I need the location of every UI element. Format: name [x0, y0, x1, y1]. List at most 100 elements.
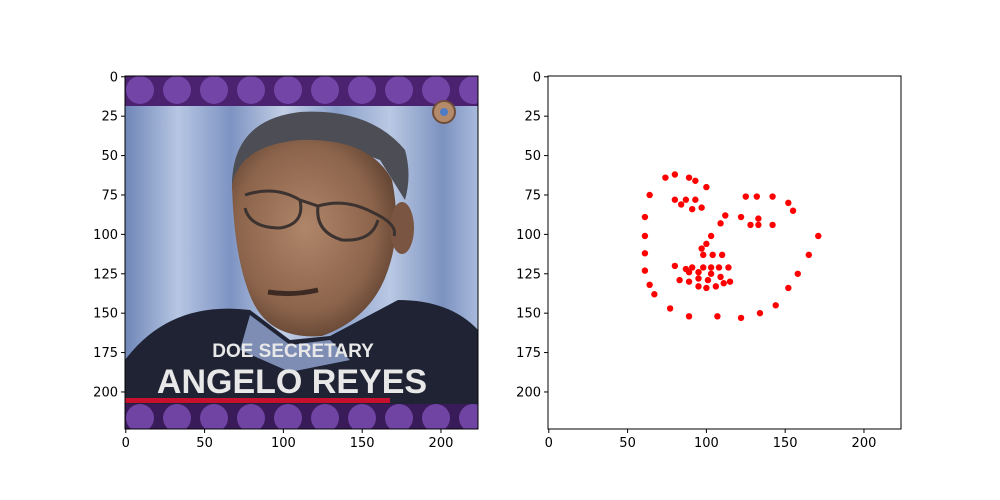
bottom-frame-dot: [237, 404, 265, 429]
scatter-point: [789, 207, 797, 214]
y-tick-label: 75: [524, 188, 541, 203]
caption-line2: ANGELO REYES: [157, 363, 427, 401]
scatter-axes-ticks: 0 50 100 150 200 0 25 50 75 100 125 150 175 200: [516, 70, 876, 451]
bottom-frame-dot: [163, 404, 191, 429]
y-tick-label: 125: [516, 267, 541, 282]
scatter-point: [662, 174, 669, 181]
bottom-frame-dot: [348, 404, 376, 429]
scatter-point: [785, 284, 792, 292]
top-frame-dot: [422, 76, 450, 104]
y-tick-label: 75: [101, 188, 118, 203]
scatter-point: [692, 196, 699, 203]
scatter-point: [737, 314, 745, 322]
top-frame-dot: [311, 76, 339, 104]
scatter-point: [707, 232, 715, 240]
face: [232, 139, 397, 337]
y-tick-label: 50: [524, 149, 541, 164]
image-axes-ticks: 0 50 100 150 200 0 25 50 75 100 125 150 175 200: [93, 70, 453, 451]
top-frame-dot: [200, 76, 228, 104]
bottom-frame-dot: [459, 404, 478, 429]
y-tick-label: 150: [516, 307, 541, 322]
x-tick-label: 150: [773, 436, 798, 451]
top-frame-dot: [348, 76, 376, 104]
hair: [231, 111, 409, 200]
scatter-point: [671, 262, 679, 270]
scatter-point: [646, 191, 653, 199]
scatter-point: [695, 275, 702, 282]
scatter-point: [698, 245, 705, 252]
y-tick-label: 175: [516, 346, 541, 361]
scatter-point: [685, 313, 693, 320]
scatter-point: [756, 309, 764, 317]
scatter-point: [737, 213, 745, 221]
x-tick-label: 0: [122, 436, 130, 451]
y-tick-label: 100: [516, 228, 541, 243]
y-tick-label: 200: [516, 385, 541, 400]
bottom-frame-dot: [200, 404, 228, 429]
top-frame-dot: [237, 76, 265, 104]
y-tick-label: 25: [524, 110, 541, 125]
image-axes-frame: [124, 75, 479, 430]
y-tick-label: 0: [533, 70, 541, 85]
x-tick-label: 50: [619, 436, 636, 451]
scatter-point: [720, 280, 727, 287]
scatter-point: [755, 215, 762, 222]
top-frame-dot: [126, 76, 154, 104]
scatter-point: [671, 196, 679, 203]
y-tick-label: 175: [93, 346, 118, 361]
mouth: [267, 287, 319, 297]
caption-underline: [125, 398, 390, 403]
scatter-point: [671, 171, 679, 178]
scatter-point: [714, 313, 721, 320]
scatter-point: [692, 177, 699, 184]
scatter-point: [646, 281, 653, 289]
x-tick-label: 50: [196, 436, 213, 451]
x-tick-label: 0: [545, 436, 553, 451]
y-tick-label: 50: [101, 149, 118, 164]
face-photo: DOE SECRETARY ANGELO REYES: [125, 76, 478, 429]
scatter-point: [698, 204, 705, 211]
scatter-point: [725, 264, 732, 271]
scatter-point: [688, 205, 696, 213]
scatter-point: [641, 213, 649, 221]
y-tick-label: 100: [93, 228, 118, 243]
scatter-point: [717, 220, 724, 227]
scatter-point: [718, 251, 726, 259]
scatter-point: [704, 276, 712, 284]
bottom-frame-dot: [422, 404, 450, 429]
bottom-frame-dot: [126, 404, 154, 429]
scatter-point: [769, 193, 776, 200]
scatter-point: [703, 284, 710, 292]
caption-line1: DOE SECRETARY: [212, 341, 374, 362]
scatter-point: [747, 221, 754, 229]
scatter-point: [755, 221, 762, 229]
scatter-point: [688, 264, 696, 271]
scatter-point: [815, 232, 822, 240]
scatter-point: [715, 264, 723, 271]
scatter-point: [753, 193, 761, 200]
scatter-point: [676, 276, 683, 284]
scatter-point: [700, 251, 707, 259]
scatter-point: [685, 174, 693, 181]
bottom-frame-dot: [274, 404, 302, 429]
x-tick-label: 100: [271, 436, 296, 451]
y-tick-label: 200: [93, 385, 118, 400]
scatter-point: [695, 283, 702, 290]
scatter-point: [726, 278, 734, 285]
glasses: [243, 189, 397, 242]
scatter-axes: 0 50 100 150 200 0 25 50 75 100 125 150 175 200: [516, 70, 902, 451]
scatter-point: [712, 283, 720, 290]
scatter-point: [703, 183, 710, 191]
scatter-point: [707, 270, 715, 277]
scatter-axes-background: [548, 76, 901, 429]
scatter-point: [685, 268, 693, 276]
scatter-point: [685, 278, 693, 285]
scatter-point: [651, 291, 658, 298]
top-frame-dot: [459, 76, 478, 104]
scatter-point: [709, 251, 716, 259]
x-tick-label: 200: [429, 436, 454, 451]
bottom-frame-dot: [385, 404, 413, 429]
scatter-point: [641, 250, 649, 257]
y-tick-label: 125: [93, 267, 118, 282]
